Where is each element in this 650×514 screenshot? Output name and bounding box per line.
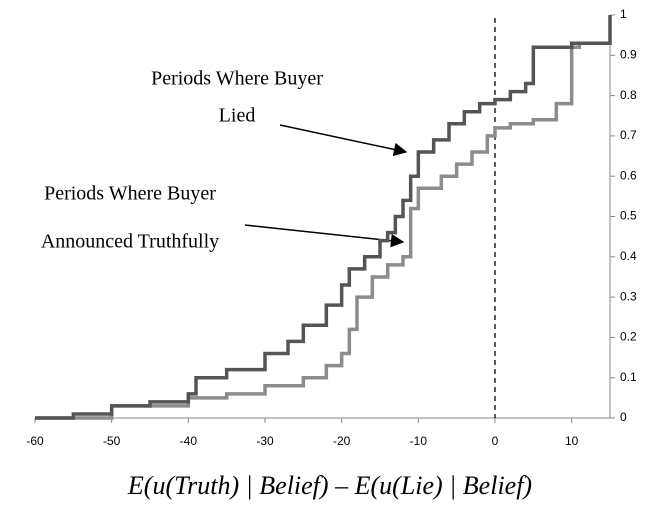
y-tick-label: 0	[620, 410, 627, 424]
annotation: Periods Where Buyer	[44, 183, 216, 205]
y-tick-label: 0.5	[620, 209, 637, 223]
y-tick-label: 0.3	[620, 289, 637, 303]
y-tick-label: 0.7	[620, 128, 637, 142]
x-tick-label: -20	[333, 434, 351, 448]
annotation-arrow	[244, 224, 405, 248]
x-tick-label: -10	[410, 434, 428, 448]
y-tick-label: 1	[620, 7, 627, 21]
series-line	[35, 15, 612, 420]
annotation: Periods Where Buyer	[151, 68, 323, 90]
y-tick-label: 0.4	[620, 249, 637, 263]
y-tick-label: 0.8	[620, 88, 637, 102]
x-tick-label: 0	[492, 434, 499, 448]
series-line	[35, 41, 610, 420]
x-tick-label: -30	[256, 434, 274, 448]
y-tick-label: 0.1	[620, 370, 637, 384]
y-tick-label: 0.6	[620, 168, 637, 182]
annotation-arrow	[279, 124, 408, 157]
annotation: Announced Truthfully	[41, 231, 219, 253]
annotation: Lied	[219, 105, 256, 127]
x-axis-label: E(u(Truth) | Belief) – E(u(Lie) | Belief…	[127, 471, 532, 500]
x-tick-label: 10	[565, 434, 579, 448]
y-tick-label: 0.2	[620, 330, 637, 344]
x-tick-label: -40	[180, 434, 198, 448]
y-tick-label: 0.9	[620, 47, 637, 61]
x-tick-label: -60	[26, 434, 44, 448]
x-tick-label: -50	[103, 434, 121, 448]
